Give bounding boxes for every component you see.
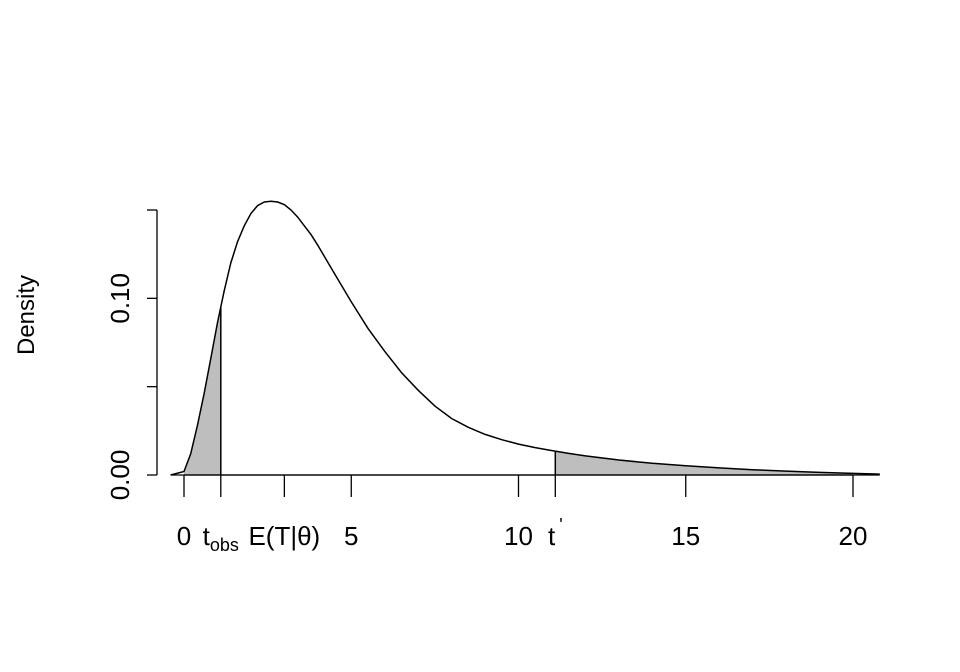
annotation-label: E(T|θ): [248, 521, 320, 551]
y-tick-label: 0.10: [105, 273, 135, 324]
y-axis-label: Density: [13, 275, 40, 355]
annotation-label: t ': [548, 515, 563, 551]
x-tick-label: 0: [177, 521, 191, 551]
density-curve: [170, 200, 880, 476]
y-axis: 0.00 0.10: [105, 209, 158, 501]
shaded-region: [555, 451, 880, 475]
annotation-label: tobs: [203, 521, 239, 555]
shaded-regions: [184, 307, 880, 475]
x-tick-label: 5: [344, 521, 358, 551]
x-tick-label: 10: [504, 521, 533, 551]
x-tick-label: 15: [671, 521, 700, 551]
shaded-region: [184, 307, 221, 475]
x-axis: 0 5 10 15 20: [177, 474, 868, 551]
shade-boundaries: [170, 307, 880, 476]
annotations: tobs E(T|θ) t ': [203, 515, 563, 555]
y-tick-label: 0.00: [105, 450, 135, 501]
x-tick-label: 20: [839, 521, 868, 551]
